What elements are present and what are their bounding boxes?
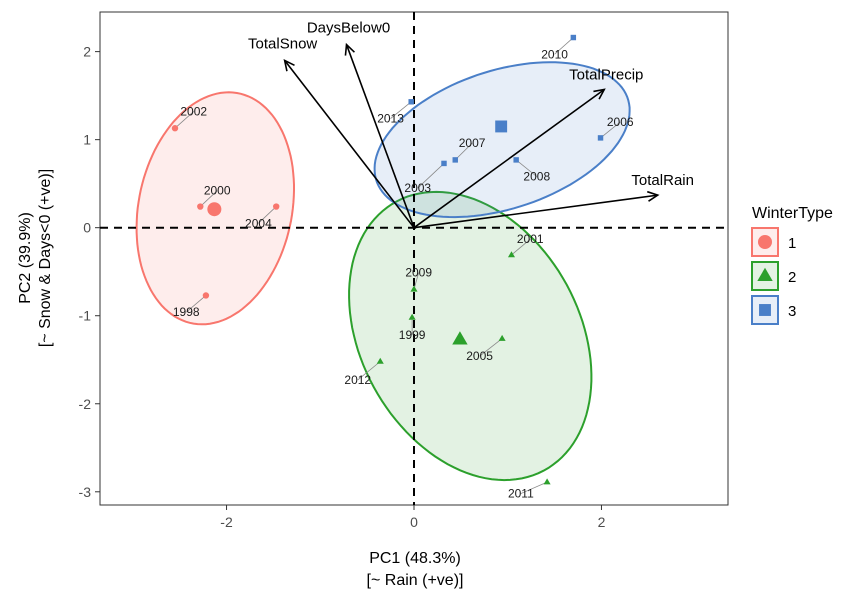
point-label-2013: 2013 <box>377 112 404 126</box>
label-leader-2002 <box>174 111 194 129</box>
legend-symbol-3 <box>759 304 771 316</box>
ellipse-group-2 <box>348 190 593 482</box>
data-point-1998 <box>202 292 210 299</box>
data-point-2006 <box>597 135 604 141</box>
point-label-2000: 2000 <box>204 184 231 198</box>
arrowhead-daysbelow0 <box>344 42 355 56</box>
data-point-2012 <box>376 357 384 364</box>
arrowhead-totalrain <box>647 190 660 202</box>
data-point-2008 <box>513 157 519 163</box>
x-tick-label: 0 <box>410 514 418 530</box>
x-axis-ticks: -2 0 2 <box>220 505 606 530</box>
point-label-2006: 2006 <box>607 115 634 129</box>
point-label-2008: 2008 <box>523 170 550 184</box>
data-point-2011 <box>543 478 551 485</box>
centroid-group-1 <box>207 202 222 217</box>
data-point-2001 <box>507 251 516 258</box>
label-leader-2008 <box>515 159 538 177</box>
data-point-2002 <box>171 125 179 132</box>
arrowhead-totalprecip <box>593 88 606 100</box>
legend-symbol-1 <box>758 235 772 249</box>
point-label-1998: 1998 <box>173 305 200 319</box>
legend-label-3: 3 <box>788 303 796 320</box>
point-label-2003: 2003 <box>404 181 431 195</box>
point-label-2002: 2002 <box>180 104 207 118</box>
loading-label-totalsnow: TotalSnow <box>248 35 317 52</box>
label-leader-2009 <box>413 272 420 290</box>
label-leader-2010 <box>554 37 574 55</box>
y-tick-label: 2 <box>83 44 91 60</box>
label-leader-2012 <box>357 361 381 381</box>
data-point-2013 <box>408 99 414 105</box>
x-tick-label: 2 <box>598 514 606 530</box>
y-axis-title-line1: PC2 (39.9%) <box>17 212 34 304</box>
loading-label-totalrain: TotalRain <box>631 172 694 189</box>
data-point-2009 <box>410 285 418 292</box>
data-point-2003 <box>441 160 447 167</box>
legend-label-1: 1 <box>788 235 796 252</box>
point-label-2007: 2007 <box>459 136 486 150</box>
point-label-2005: 2005 <box>466 349 493 363</box>
y-tick-label: -2 <box>79 396 92 412</box>
data-points: 2002 2000 2004 1998 2001 2009 1999 2005 2012 2011… <box>171 34 634 501</box>
point-label-2009: 2009 <box>405 266 432 280</box>
y-axis-title-line2: [~ Snow & Days<0 (+ve)] <box>37 169 54 347</box>
label-leader-2013 <box>390 101 412 119</box>
data-point-2007 <box>452 157 458 163</box>
y-axis-ticks: -3 -2 -1 0 1 2 <box>79 44 100 500</box>
label-leader-2000 <box>200 190 218 207</box>
arrowhead-totalsnow <box>283 58 295 72</box>
loading-arrow-totalsnow <box>284 59 415 229</box>
label-leader-2005 <box>479 338 503 357</box>
legend-symbol-2 <box>757 267 773 282</box>
centroid-group-3 <box>495 120 508 133</box>
point-label-2004: 2004 <box>245 216 272 230</box>
point-label-2010: 2010 <box>541 47 568 61</box>
legend: WinterType 1 2 3 <box>751 205 833 325</box>
loading-label-totalprecip: TotalPrecip <box>569 66 643 83</box>
centroid-group-2 <box>452 331 468 345</box>
data-point-2010 <box>570 34 577 41</box>
point-label-2012: 2012 <box>344 373 371 387</box>
label-leader-1998 <box>185 295 207 313</box>
loading-arrow-totalrain <box>413 194 658 229</box>
data-point-2004 <box>273 203 280 210</box>
y-tick-label: 1 <box>83 132 91 148</box>
legend-title: WinterType <box>752 205 833 222</box>
label-leader-2001 <box>511 238 531 256</box>
loading-arrow-daysbelow0 <box>345 44 415 228</box>
x-axis-title-line2: [~ Rain (+ve)] <box>367 572 464 589</box>
loading-arrow-totalprecip <box>413 88 605 229</box>
label-leader-2003 <box>417 163 445 189</box>
data-point-2005 <box>498 334 506 341</box>
data-point-2000 <box>197 203 204 210</box>
point-label-2001: 2001 <box>517 232 544 246</box>
y-tick-label: 0 <box>83 220 91 236</box>
legend-label-2: 2 <box>788 269 796 286</box>
point-label-1999: 1999 <box>399 328 426 342</box>
loading-label-daysbelow0: DaysBelow0 <box>307 20 390 37</box>
label-leader-2011 <box>520 481 548 494</box>
label-leader-2004 <box>258 206 277 224</box>
label-leader-2007 <box>454 142 473 161</box>
point-label-2011: 2011 <box>508 487 534 501</box>
data-point-1999 <box>408 313 416 320</box>
y-tick-label: -1 <box>79 308 92 324</box>
y-tick-label: -3 <box>79 484 92 500</box>
x-tick-label: -2 <box>220 514 233 530</box>
x-axis-title-line1: PC1 (48.3%) <box>369 550 461 567</box>
ellipse-group-3 <box>373 61 631 219</box>
label-leader-2006 <box>600 121 621 139</box>
